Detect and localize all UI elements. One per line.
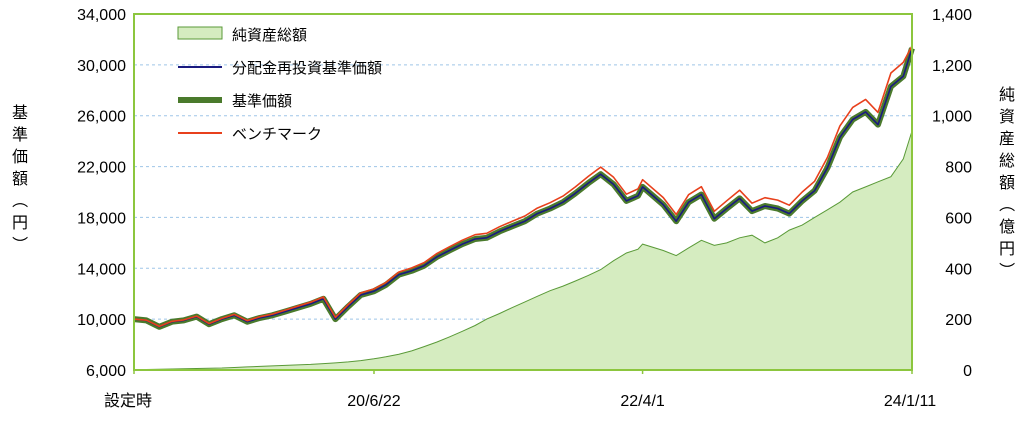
left-axis-title-glyph: （ — [10, 192, 29, 208]
left-axis-title: 基準価額（円）基準価額（円） — [10, 103, 29, 252]
legend-item: ベンチマーク — [178, 125, 322, 143]
series-lines-layer — [133, 45, 915, 330]
right-axis-title-glyph: 純 — [999, 85, 1015, 104]
right-tick-label: 1,400 — [932, 7, 972, 24]
x-tick-label: 22/4/1 — [620, 393, 665, 410]
right-axis-title: 純資産総額（億円）純資産総額（億円） — [997, 85, 1016, 278]
left-tick-label: 14,000 — [77, 261, 126, 278]
net-assets-area-layer — [133, 130, 913, 371]
legend-label: 基準価額 — [232, 92, 292, 110]
right-axis-title-glyph: 億 — [999, 217, 1015, 236]
left-axis-title: 基準価額（円）基準価額（円） — [10, 103, 29, 252]
right-tick-label: 1,200 — [932, 58, 972, 75]
legend-item: 基準価額 — [178, 92, 292, 110]
right-tick-label: 400 — [945, 261, 972, 278]
legend-item: 分配金再投資基準価額 — [178, 59, 382, 77]
x-tick-label: 20/6/22 — [347, 393, 400, 410]
right-axis-title-glyph: 円 — [999, 239, 1015, 258]
legend-label: 分配金再投資基準価額 — [232, 59, 382, 77]
right-tick-label: 1,000 — [932, 109, 972, 126]
right-axis-title-glyph: ） — [997, 262, 1016, 278]
x-tick-label: 設定時 — [104, 392, 152, 410]
left-axis-title-glyph: ） — [10, 236, 29, 252]
left-axis-title-glyph: 準 — [12, 125, 28, 144]
net-assets-area — [134, 131, 912, 370]
left-tick-label: 34,000 — [77, 7, 126, 24]
left-tick-label: 30,000 — [77, 58, 126, 75]
left-tick-label: 6,000 — [86, 363, 126, 380]
x-axis-ticks: 設定時 20/6/22 22/4/1 24/1/11 — [104, 370, 936, 410]
legend-item: 純資産総額 — [177, 26, 307, 44]
left-tick-label: 10,000 — [77, 312, 126, 329]
left-tick-label: 18,000 — [77, 210, 126, 227]
legend-swatch — [177, 26, 223, 40]
right-axis-title-glyph: 総 — [999, 151, 1015, 170]
left-axis-title-glyph: 価 — [12, 147, 28, 166]
legend-label: 純資産総額 — [232, 26, 307, 44]
right-axis-ticks: 0 200 400 600 800 1,000 1,200 1,400 — [932, 7, 972, 380]
right-tick-label: 800 — [945, 160, 972, 177]
plot-frame — [133, 13, 913, 371]
right-axis-title: 純資産総額（億円）純資産総額（億円） — [997, 85, 1016, 278]
right-tick-label: 600 — [945, 210, 972, 227]
left-axis-ticks: 6,000 10,000 14,000 18,000 22,000 26,000 30,00… — [77, 7, 126, 380]
net-assets-area-edge — [133, 130, 913, 371]
left-axis-title-glyph: 額 — [12, 169, 28, 188]
left-axis-title-glyph: 基 — [12, 103, 28, 122]
legend-label: ベンチマーク — [232, 125, 322, 143]
reinvested-nav-line — [133, 48, 913, 328]
benchmark-line — [133, 45, 913, 328]
right-axis-title-glyph: 額 — [999, 173, 1015, 192]
right-axis-title-glyph: 産 — [999, 129, 1015, 148]
left-tick-label: 26,000 — [77, 109, 126, 126]
x-tick-label: 24/1/11 — [884, 393, 936, 410]
left-tick-label: 22,000 — [77, 160, 126, 177]
left-axis-title-glyph: 円 — [12, 213, 28, 232]
right-axis-title-glyph: 資 — [999, 107, 1015, 126]
right-axis-title-glyph: （ — [997, 196, 1016, 212]
right-tick-label: 200 — [945, 312, 972, 329]
right-tick-label: 0 — [963, 363, 972, 380]
